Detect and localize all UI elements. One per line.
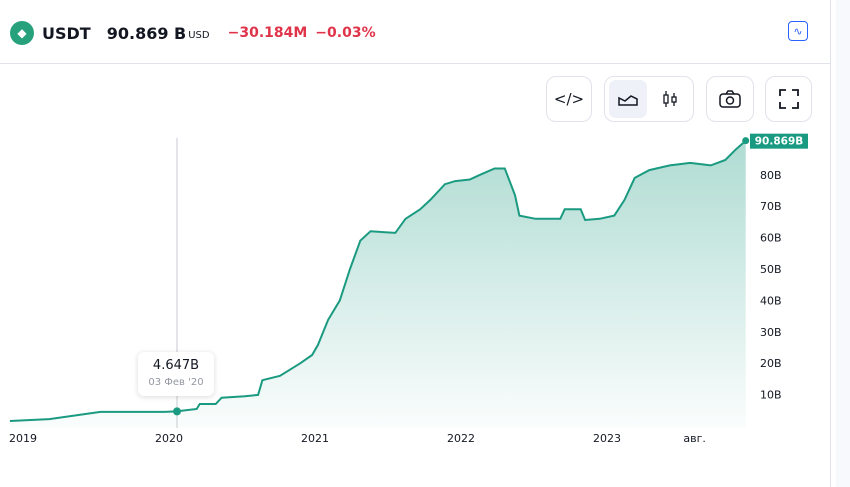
hover-point: [173, 407, 181, 416]
last-point: [742, 137, 750, 145]
crosshair-tooltip: 4.647B 03 Фев '20: [138, 352, 214, 396]
code-icon: </>: [553, 90, 585, 108]
x-tick-label: 2019: [9, 432, 37, 445]
symbol-header: ◆ USDT 90.869 B USD −30.184M −0.03%: [10, 19, 376, 47]
candlestick-icon: [663, 91, 677, 107]
y-tick-label: 30B: [760, 326, 782, 339]
current-value: 90.869 B: [106, 23, 187, 43]
tooltip-date: 03 Фев '20: [148, 377, 204, 388]
chart-type-group: [604, 76, 694, 122]
candlestick-button[interactable]: [651, 80, 689, 118]
divider: [830, 0, 831, 487]
y-tick-label: 60B: [760, 232, 782, 245]
camera-icon: [719, 90, 741, 108]
x-tick-label: 2022: [447, 432, 475, 445]
area-fill: [9, 140, 746, 428]
x-tick-label: 2020: [155, 432, 183, 445]
symbol-name: USDT: [42, 23, 91, 43]
screenshot-button[interactable]: [706, 76, 754, 122]
change-percent: −0.03%: [315, 25, 376, 41]
y-tick-label: 70B: [760, 200, 782, 213]
change-value: −30.184M: [227, 25, 308, 41]
embed-button[interactable]: </>: [546, 76, 592, 122]
area-chart-button[interactable]: [609, 80, 647, 118]
currency: USD: [188, 30, 210, 41]
y-tick-label: 20B: [760, 357, 782, 370]
tooltip-value: 4.647B: [152, 358, 200, 373]
y-tick-label: 10B: [760, 389, 782, 402]
y-tick-label: 50B: [760, 263, 782, 276]
divider: [0, 63, 830, 64]
y-tick-label: 40B: [760, 294, 782, 307]
tether-icon: ◆: [10, 21, 34, 45]
line-chart-icon[interactable]: ∿: [788, 21, 808, 41]
y-tick-label: 80B: [760, 169, 782, 182]
last-value-badge: [750, 133, 808, 149]
fullscreen-button[interactable]: [765, 76, 812, 122]
x-tick-label: 2021: [301, 432, 329, 445]
last-value-label: 90.869B: [755, 136, 804, 148]
fullscreen-icon: [778, 89, 799, 109]
area-chart-icon: [618, 95, 638, 106]
x-tick-label: 2023: [593, 432, 621, 445]
x-tick-label: авг.: [683, 432, 706, 445]
scrollbar[interactable]: [836, 0, 850, 487]
series-line: [9, 139, 747, 422]
